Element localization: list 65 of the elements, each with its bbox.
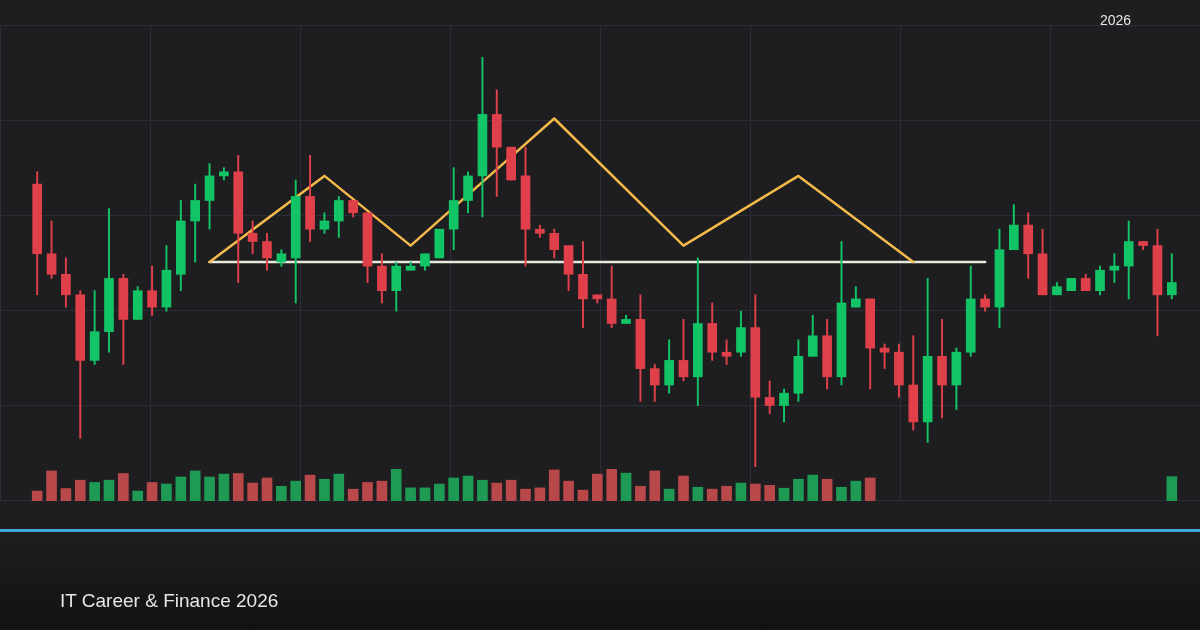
bar xyxy=(620,472,632,501)
bar xyxy=(161,483,172,501)
bar xyxy=(175,476,187,501)
bar xyxy=(462,475,474,501)
bar xyxy=(735,482,747,501)
candlestick xyxy=(1066,278,1077,292)
bar xyxy=(189,470,201,501)
bar xyxy=(319,478,330,501)
bar xyxy=(692,486,704,501)
text: 2026 xyxy=(1100,12,1132,28)
bar xyxy=(333,473,345,501)
bar xyxy=(534,487,546,501)
bar xyxy=(118,473,129,501)
bar xyxy=(635,485,646,501)
bar xyxy=(807,474,819,501)
bar xyxy=(850,480,862,501)
bar xyxy=(132,490,144,501)
candlestick xyxy=(506,146,516,181)
bar xyxy=(821,478,833,501)
bar xyxy=(376,480,388,501)
bar xyxy=(405,487,416,501)
bar xyxy=(548,469,560,501)
bar xyxy=(46,470,57,501)
bar xyxy=(204,476,215,501)
bar xyxy=(864,477,876,501)
bar xyxy=(89,482,100,501)
bar xyxy=(491,482,503,501)
bar xyxy=(678,475,689,501)
bar xyxy=(347,488,359,501)
bar xyxy=(577,489,589,501)
bar xyxy=(434,483,445,501)
bar xyxy=(31,490,43,501)
bar xyxy=(276,485,287,501)
bar xyxy=(232,473,244,501)
bar xyxy=(261,477,273,501)
bar xyxy=(764,484,775,501)
bar xyxy=(749,483,761,501)
bar xyxy=(390,469,402,501)
bar xyxy=(1166,476,1178,501)
bar xyxy=(721,485,732,501)
bar xyxy=(836,486,847,501)
bar xyxy=(505,479,517,501)
bar xyxy=(103,479,115,501)
bar xyxy=(146,482,158,501)
bar xyxy=(778,487,790,501)
bar xyxy=(606,469,618,501)
bar xyxy=(520,488,531,501)
bar xyxy=(218,473,230,501)
bar xyxy=(60,488,72,501)
candlestick xyxy=(434,228,445,259)
bar xyxy=(419,487,431,501)
bar xyxy=(793,478,804,501)
bar xyxy=(247,482,258,501)
bar xyxy=(290,480,302,501)
bar xyxy=(74,479,86,501)
bar xyxy=(362,482,373,501)
text: IT Career & Finance 2026 xyxy=(60,590,279,612)
bar xyxy=(304,474,316,501)
bar xyxy=(563,480,574,501)
bar xyxy=(591,473,603,501)
bar xyxy=(706,488,718,501)
bar xyxy=(448,477,460,501)
bar xyxy=(477,479,488,501)
bar xyxy=(663,488,675,501)
bar xyxy=(649,470,661,501)
